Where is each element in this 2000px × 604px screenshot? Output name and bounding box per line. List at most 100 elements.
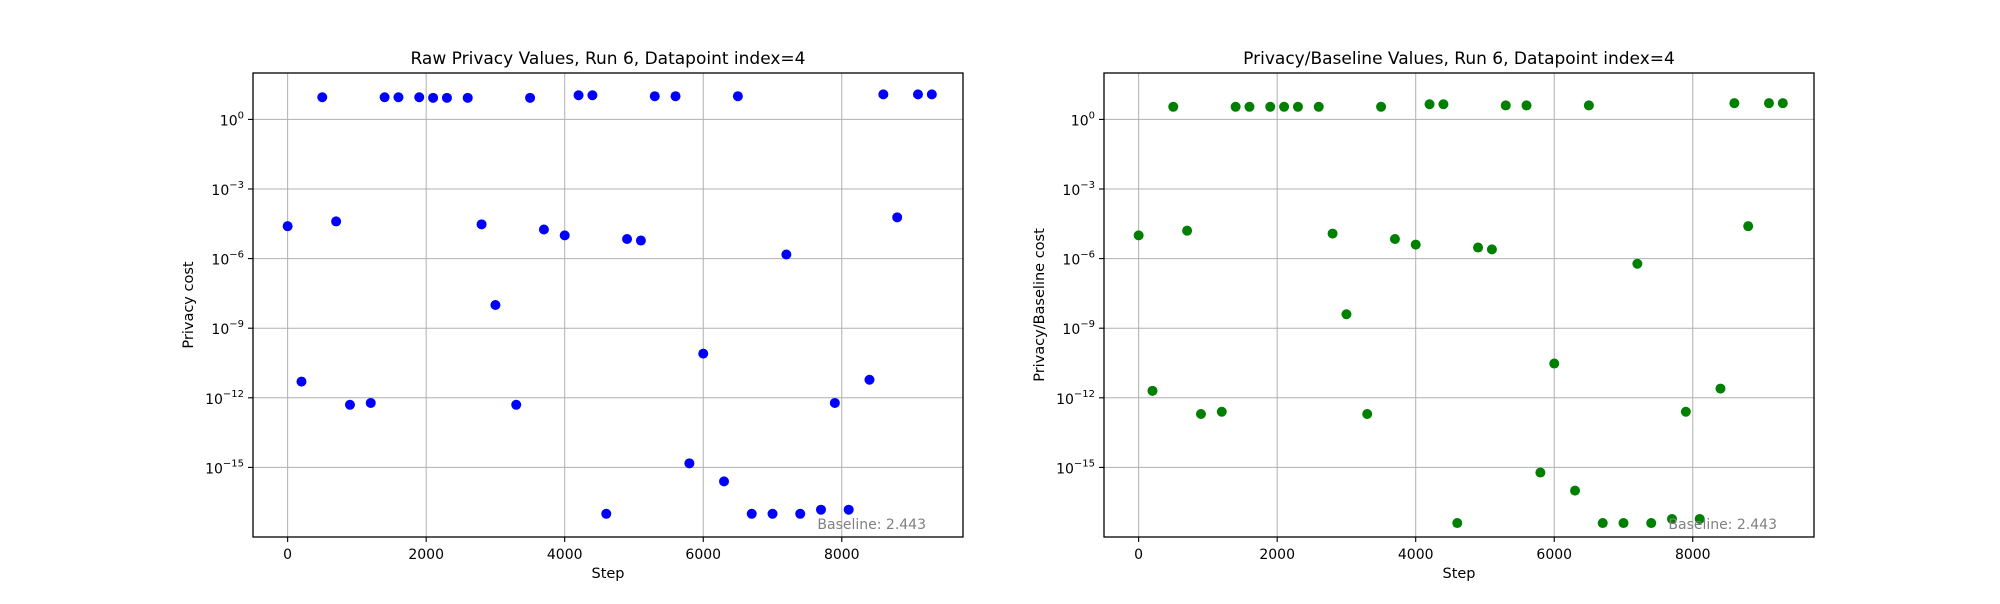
data-point — [441, 92, 452, 103]
data-point — [1195, 409, 1206, 420]
data-point — [1279, 101, 1290, 112]
data-point — [1410, 239, 1421, 250]
y-tick-label: 10−9 — [211, 319, 244, 338]
x-tick-label: 0 — [283, 547, 292, 563]
data-point — [1570, 485, 1581, 496]
data-point — [1777, 98, 1788, 109]
data-point — [1500, 100, 1511, 111]
data-point — [393, 92, 404, 103]
data-point — [732, 91, 743, 102]
x-tick-label: 4000 — [547, 547, 583, 563]
y-tick-label: 10−6 — [211, 250, 244, 269]
data-point — [892, 212, 903, 223]
data-point — [1216, 406, 1227, 417]
chart-title: Privacy/Baseline Values, Run 6, Datapoin… — [1243, 49, 1675, 69]
data-point — [1133, 230, 1144, 241]
data-point — [414, 92, 425, 103]
data-point — [462, 92, 473, 103]
data-point — [1292, 101, 1303, 112]
data-point — [317, 92, 328, 103]
x-axis-label: Step — [1442, 566, 1475, 582]
x-tick-label: 2000 — [1259, 547, 1295, 563]
data-point — [1597, 518, 1608, 529]
y-axis-label: Privacy cost — [181, 261, 197, 349]
data-point — [1473, 242, 1484, 253]
chart-panel-1: 0 2000 4000 6000 8000 100 10−3 10−6 10−9 10−12 10−… — [181, 49, 964, 582]
data-point — [1244, 101, 1255, 112]
plot-frame — [1103, 72, 1815, 538]
x-tick-label: 8000 — [1675, 547, 1711, 563]
baseline-annotation: Baseline: 2.443 — [817, 517, 926, 533]
y-tick-label: 10−15 — [205, 458, 244, 477]
baseline-annotation: Baseline: 2.443 — [1668, 517, 1777, 533]
y-axis-label: Privacy/Baseline cost — [1032, 228, 1048, 382]
data-point — [1618, 518, 1629, 529]
y-tick-label: 100 — [1071, 110, 1095, 129]
data-point — [1743, 221, 1754, 232]
data-point — [1424, 99, 1435, 110]
data-point — [1521, 100, 1532, 111]
data-point — [622, 233, 633, 244]
x-tick-label: 2000 — [408, 547, 444, 563]
data-point — [601, 508, 612, 519]
data-point — [365, 397, 376, 408]
y-tick-label: 10−12 — [1056, 389, 1095, 408]
y-tick-label: 10−9 — [1062, 319, 1095, 338]
data-point — [1715, 383, 1726, 394]
data-point — [878, 89, 889, 100]
y-tick-label: 100 — [220, 110, 244, 129]
data-point — [1327, 228, 1338, 239]
data-point — [1147, 385, 1158, 396]
data-point — [1341, 309, 1352, 320]
x-tick-label: 8000 — [824, 547, 860, 563]
data-point — [538, 224, 549, 235]
data-point — [1230, 101, 1241, 112]
data-point — [795, 508, 806, 519]
data-point — [1583, 100, 1594, 111]
data-point — [1646, 518, 1657, 529]
data-point — [843, 504, 854, 515]
plot-frame — [252, 72, 964, 538]
data-point — [1632, 258, 1643, 269]
data-point — [816, 504, 826, 515]
data-point — [1438, 99, 1449, 110]
data-point — [864, 374, 875, 385]
data-point — [670, 91, 681, 102]
data-point — [1362, 409, 1373, 420]
data-point — [684, 458, 695, 469]
chart-title: Raw Privacy Values, Run 6, Datapoint ind… — [410, 49, 805, 69]
data-point — [1168, 101, 1179, 112]
data-point — [1376, 101, 1387, 112]
data-point — [1763, 98, 1774, 109]
chart-panel-2: 0 2000 4000 6000 8000 100 10−3 10−6 10−9 10−12 10−… — [1032, 49, 1815, 582]
data-point — [525, 92, 536, 103]
data-point — [1389, 233, 1400, 244]
data-point — [511, 399, 522, 410]
data-point — [331, 216, 342, 227]
data-point — [1182, 225, 1193, 236]
y-tick-label: 10−3 — [211, 180, 244, 199]
data-point — [1313, 101, 1324, 112]
data-point — [490, 300, 501, 310]
data-point — [649, 91, 660, 102]
data-point — [428, 92, 439, 103]
x-tick-label: 6000 — [1536, 547, 1572, 563]
y-tick-label: 10−12 — [205, 389, 244, 408]
data-point — [698, 348, 709, 359]
data-point — [767, 508, 778, 519]
y-tick-label: 10−3 — [1062, 180, 1095, 199]
x-tick-label: 6000 — [685, 547, 721, 563]
data-point — [1265, 101, 1276, 112]
data-point — [746, 508, 757, 519]
data-point — [781, 249, 792, 260]
data-point — [282, 221, 293, 232]
data-point — [1549, 358, 1560, 369]
data-point — [1729, 98, 1740, 109]
data-point — [1694, 513, 1705, 524]
data-point — [635, 235, 646, 246]
data-point — [559, 230, 570, 241]
data-point — [573, 90, 584, 101]
data-point — [587, 90, 598, 101]
